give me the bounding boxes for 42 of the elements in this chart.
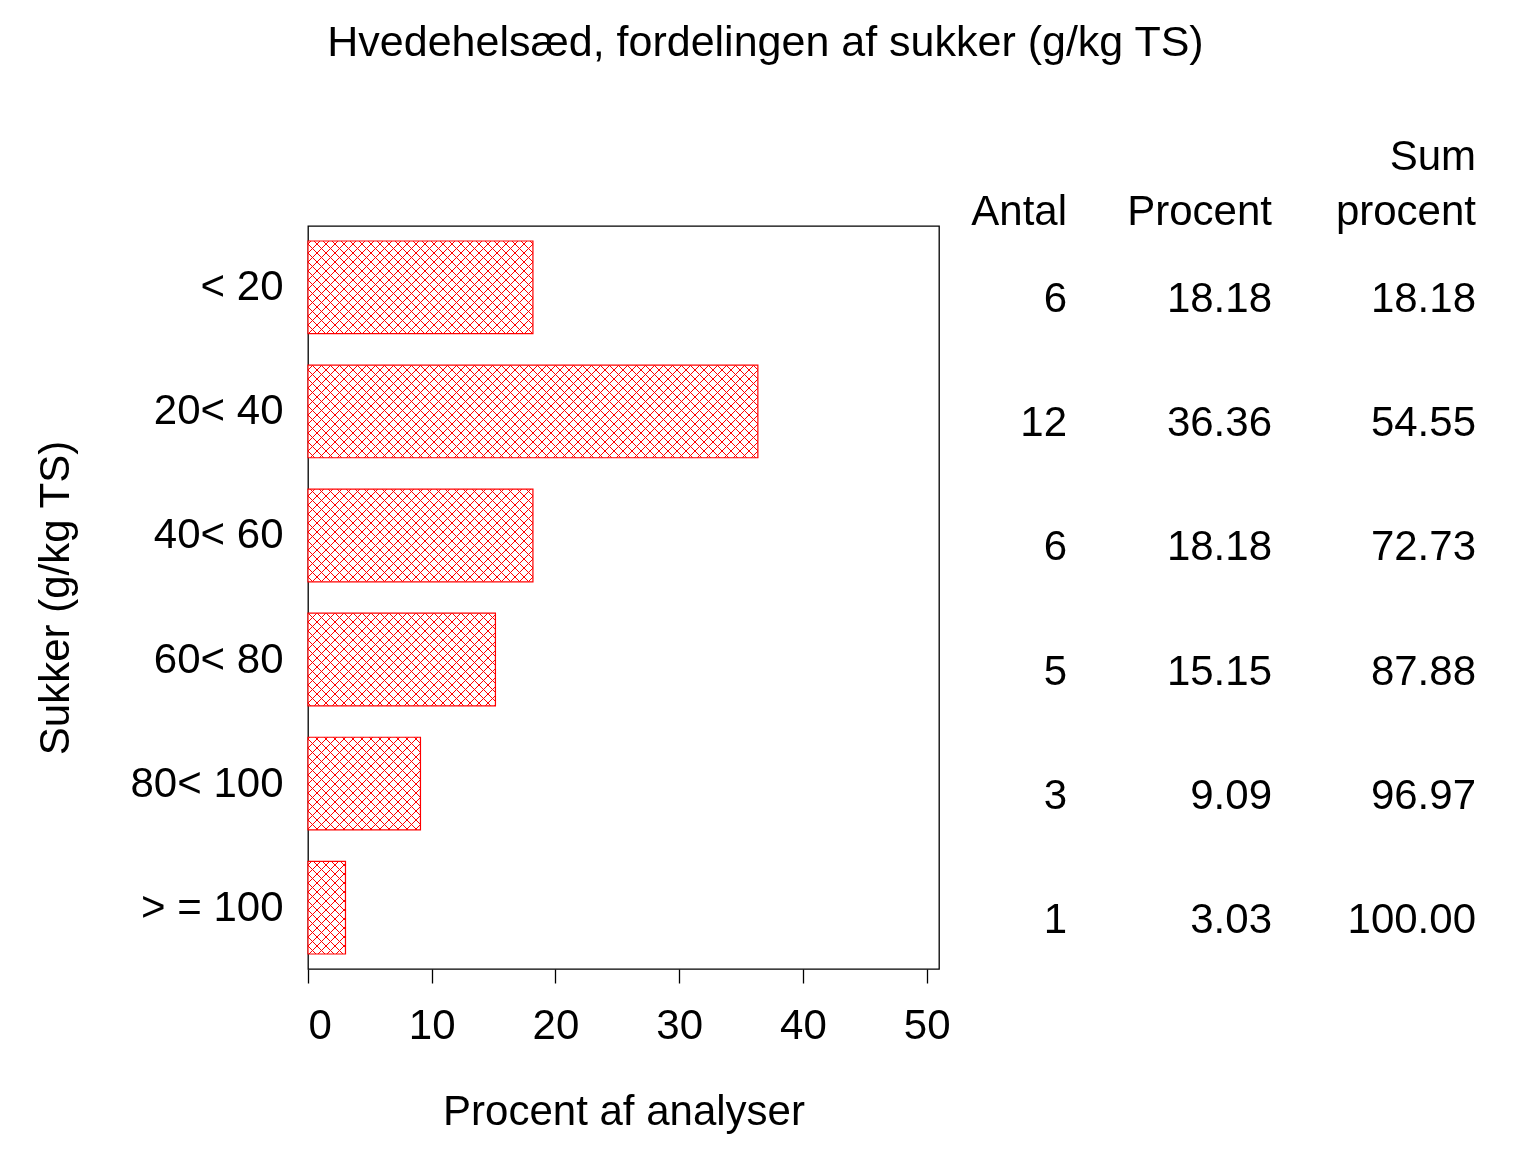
x-tick-label: 20	[532, 1000, 580, 1048]
x-tick-label: 0	[308, 1000, 332, 1048]
x-axis-title: Procent af analyser	[443, 1086, 805, 1134]
text: Sum procent	[1335, 132, 1477, 234]
text: 18.18	[1370, 274, 1476, 322]
y-tick-label: 60< 80	[153, 634, 284, 682]
data-label: 15.15	[1166, 646, 1272, 694]
data-label: 3.03	[1190, 894, 1272, 942]
text: 6	[1043, 522, 1067, 570]
chart-title: Hvedehelsæd, fordelingen af sukker (g/kg TS)	[327, 17, 1204, 65]
text: 87.88	[1370, 646, 1476, 694]
bar	[307, 860, 347, 955]
y-tick-label: 20< 40	[153, 386, 284, 434]
data-label: 18.18	[1166, 522, 1272, 570]
bar	[307, 736, 422, 831]
x-tick-label: 10	[408, 1000, 456, 1048]
text: Procent	[1127, 187, 1273, 234]
text: 6	[1043, 274, 1067, 322]
bar	[307, 612, 497, 707]
x-tick-label: 30	[656, 1000, 704, 1048]
text: 1	[1043, 894, 1067, 942]
text: 96.97	[1370, 770, 1476, 818]
y-axis-title: Sukker (g/kg TS)	[30, 440, 78, 756]
text: 54.55	[1370, 398, 1476, 446]
bar	[307, 364, 759, 459]
y-tick-label: > = 100	[141, 882, 284, 930]
text: 3	[1043, 770, 1067, 818]
x-tick-label: 40	[780, 1000, 827, 1048]
text: 12	[1020, 398, 1067, 446]
text: 72.73	[1370, 522, 1476, 570]
text: 100.00	[1347, 894, 1476, 942]
text: 5	[1043, 646, 1067, 694]
data-label: 9.09	[1190, 770, 1272, 818]
text: Antal	[971, 187, 1067, 234]
y-tick-label: 40< 60	[153, 510, 284, 558]
bar	[307, 240, 534, 335]
y-tick-label: < 20	[200, 262, 284, 310]
data-label: 36.36	[1166, 398, 1272, 446]
bar	[307, 488, 534, 583]
data-label: 18.18	[1166, 274, 1272, 322]
y-tick-label: 80< 100	[130, 758, 284, 806]
x-tick-label: 50	[903, 1000, 951, 1048]
